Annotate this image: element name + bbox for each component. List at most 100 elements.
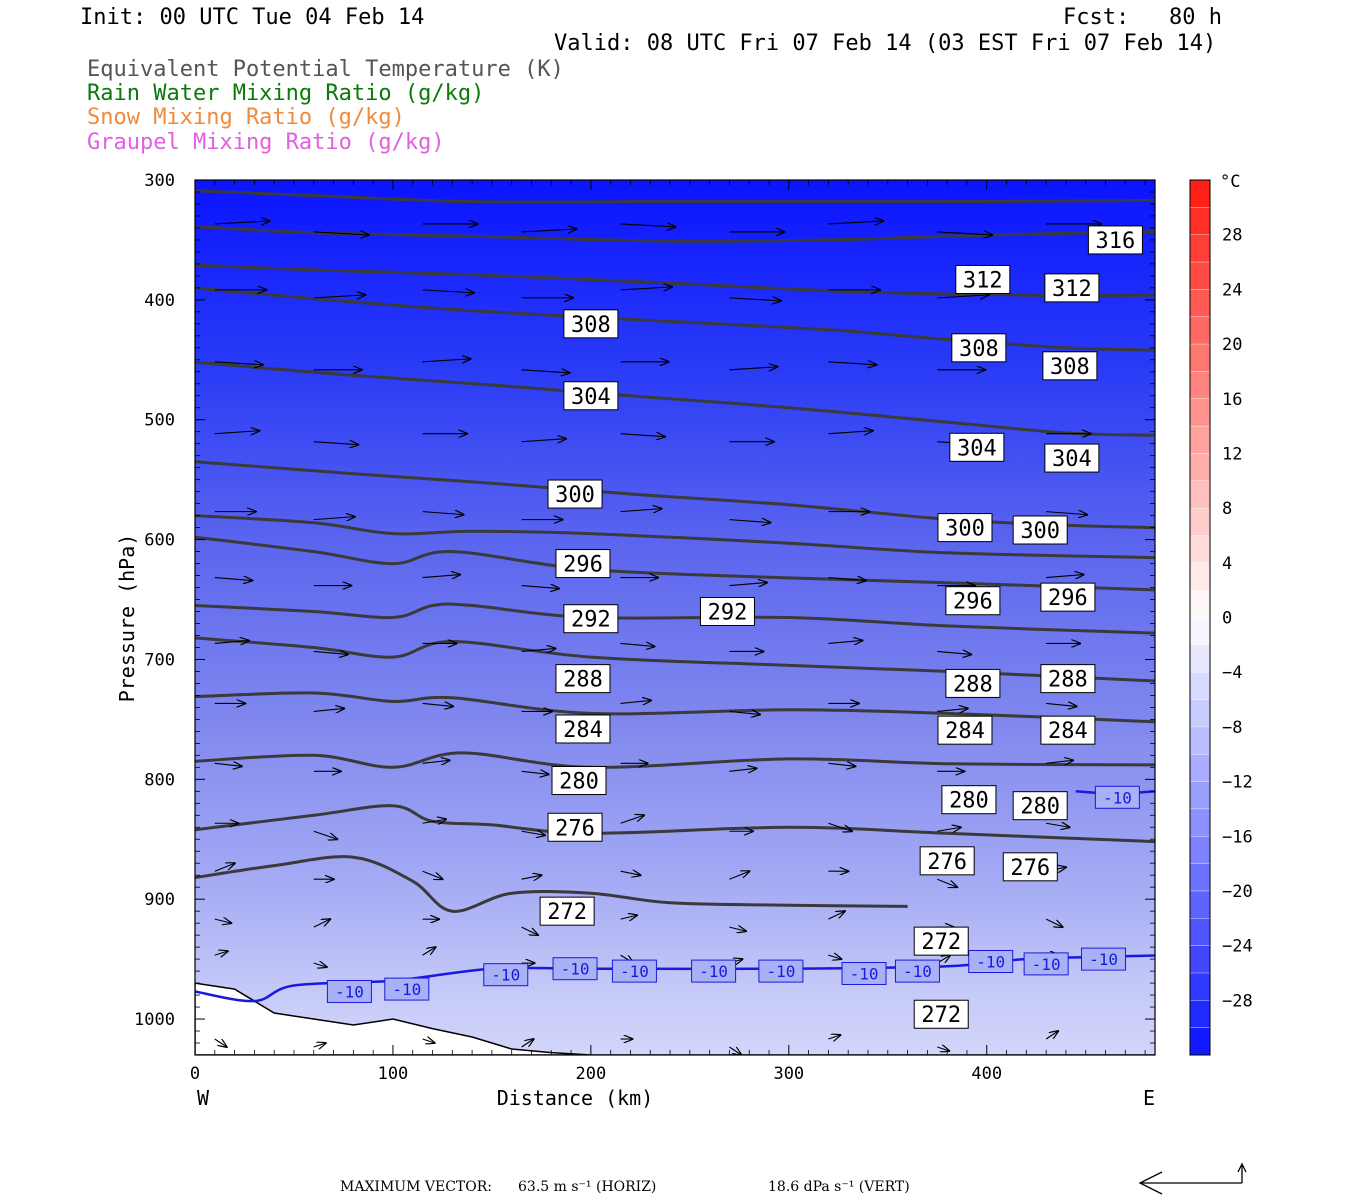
wind-vector [1045, 1031, 1058, 1040]
colorbar-swatch [1189, 699, 1211, 728]
svg-text:304: 304 [571, 385, 611, 410]
y-tick-label: 500 [144, 411, 175, 431]
theta-e-label: 272 [913, 926, 969, 956]
svg-text:276: 276 [555, 816, 595, 841]
x-tick-label: 0 [190, 1064, 200, 1084]
colorbar-swatch [1189, 1027, 1211, 1056]
wind-vector [313, 232, 369, 235]
wind-vector [521, 771, 549, 774]
max-vector-horiz: 63.5 m s⁻¹ (HORIZ) [518, 1179, 656, 1195]
svg-text:276: 276 [927, 850, 967, 875]
svg-text:-10: -10 [1089, 950, 1118, 969]
wind-vector [729, 927, 746, 931]
wind-vector [1046, 703, 1077, 706]
colorbar-swatch [1189, 890, 1211, 919]
theta-e-label: 292 [563, 604, 619, 634]
svg-text:296: 296 [563, 553, 603, 578]
y-tick-label: 800 [144, 770, 175, 790]
wind-vector [422, 703, 454, 706]
west-label: W [197, 1086, 210, 1110]
y-tick-label: 600 [144, 531, 175, 551]
svg-text:316: 316 [1096, 229, 1136, 254]
svg-text:-10: -10 [561, 960, 590, 979]
wind-vector [214, 431, 260, 434]
svg-text:-10: -10 [766, 962, 795, 981]
wind-vector [620, 915, 638, 919]
theta-e-contour-304 [195, 286, 1155, 352]
wind-vector [313, 442, 359, 445]
wind-vector [828, 221, 883, 224]
wind-vector [729, 1046, 741, 1055]
svg-text:272: 272 [547, 900, 587, 925]
wind-vector [521, 831, 546, 835]
wind-vector [729, 711, 760, 714]
colorbar-tick-label: 16 [1222, 390, 1242, 410]
plot-frame [194, 179, 1156, 1056]
wind-vector [214, 919, 232, 923]
wind-vector [214, 863, 235, 872]
svg-text:280: 280 [559, 770, 599, 795]
x-tick-label: 300 [773, 1064, 804, 1084]
wind-vector [620, 434, 666, 437]
colorbar-swatch [1189, 781, 1211, 810]
svg-text:308: 308 [1050, 355, 1090, 380]
horizontal-reference-arrow [1138, 1171, 1242, 1195]
legend-snow: Snow Mixing Ratio (g/kg) [87, 105, 405, 130]
y-tick-label: 400 [144, 291, 175, 311]
svg-text:280: 280 [949, 789, 989, 814]
theta-e-label: 308 [951, 333, 1007, 363]
theta-e-label: 308 [1042, 351, 1098, 381]
wind-vector [214, 951, 228, 955]
svg-text:312: 312 [963, 268, 1003, 293]
wind-vector [620, 224, 676, 227]
wind-vector [313, 963, 327, 967]
wind-vector [729, 871, 749, 880]
wind-vector [937, 708, 968, 711]
colorbar-swatch [1189, 589, 1211, 619]
theta-e-contour-284 [195, 602, 1155, 635]
colorbar-swatch [1189, 972, 1211, 1002]
wind-vector [620, 509, 662, 512]
wind-vector [422, 870, 443, 879]
theta-e-label: 312 [1044, 273, 1100, 303]
wind-vector [729, 768, 756, 771]
theta-e-label: 300 [1012, 515, 1068, 545]
svg-text:308: 308 [959, 337, 999, 362]
colorbar-swatch [1189, 863, 1211, 892]
wind-vector [422, 512, 464, 515]
svg-text:308: 308 [571, 313, 611, 338]
wind-vector [828, 911, 845, 920]
wind-vector [313, 830, 338, 839]
east-label: E [1143, 1086, 1155, 1110]
wind-vector [729, 298, 781, 301]
isotherm-label: -10 [894, 959, 940, 983]
colorbar-tick-label: −24 [1222, 937, 1253, 957]
x-tick-label: 200 [576, 1064, 607, 1084]
svg-text:-10: -10 [335, 982, 364, 1001]
y-axis-label: Pressure (hPa) [115, 534, 139, 703]
colorbar-tick-label: −8 [1222, 718, 1242, 738]
wind-vector [422, 819, 447, 823]
colorbar-swatch [1189, 480, 1211, 509]
colorbar-swatch [1189, 562, 1211, 591]
svg-text:300: 300 [555, 483, 595, 508]
theta-e-label: 280 [551, 766, 607, 796]
svg-text:-10: -10 [1032, 955, 1061, 974]
wind-vector [620, 871, 641, 875]
wind-vector [422, 359, 471, 362]
svg-text:284: 284 [1048, 719, 1088, 744]
isotherm-label: -10 [384, 977, 430, 1001]
wind-vector [422, 575, 461, 578]
wind-vector [521, 370, 570, 373]
theta-e-label: 284 [555, 714, 611, 744]
colorbar-swatch [1189, 535, 1211, 564]
wind-vector [521, 926, 539, 935]
svg-text:272: 272 [921, 1003, 961, 1028]
theta-e-label: 272 [539, 896, 595, 926]
theta-e-label: 308 [563, 309, 619, 339]
colorbar-swatch [1189, 617, 1211, 646]
wind-vector [521, 439, 567, 442]
wind-vector [620, 815, 645, 824]
colorbar-swatch [1189, 836, 1211, 865]
wind-vector [729, 367, 777, 370]
